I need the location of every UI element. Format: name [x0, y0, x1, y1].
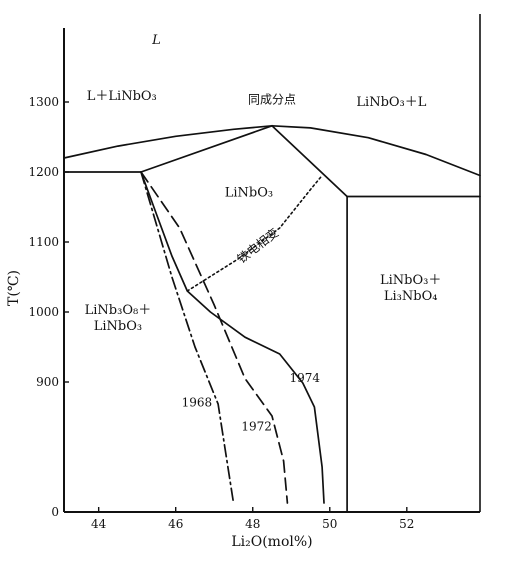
y-tick-label-1200: 1200 — [28, 165, 59, 179]
region-label-0: L — [151, 33, 161, 48]
annotation-1: 铁电相变 — [234, 225, 281, 266]
phase-boundaries — [63, 124, 481, 513]
y-tick-label-1300: 1300 — [28, 95, 59, 109]
curve-boundary-1968 — [140, 171, 235, 504]
curve-ferroelectric — [186, 174, 323, 292]
region-label-1: L＋LiNbO₃ — [87, 89, 157, 104]
x-tick-label-52: 52 — [399, 517, 414, 531]
curve-boundary-1974 — [140, 171, 325, 504]
x-tick-label-46: 46 — [168, 517, 183, 531]
annotation-2: 1974 — [289, 371, 320, 385]
curve-solidus-left — [140, 124, 273, 173]
region-label-5: LiNb₃O₈＋ LiNbO₃ — [85, 303, 152, 334]
region-label-2: LiNbO₃＋L — [356, 95, 426, 110]
annotation-3: 1972 — [241, 420, 272, 434]
x-tick-label-44: 44 — [91, 517, 107, 531]
y-tick-label-1000: 1000 — [28, 305, 59, 319]
y-tick-label-1100: 1100 — [28, 235, 59, 249]
y-tick-label-900: 900 — [36, 375, 59, 389]
region-label-4: LiNbO₃＋ Li₃NbO₄ — [380, 273, 441, 304]
region-label-3: LiNbO₃ — [225, 186, 273, 201]
curve-liquidus — [63, 124, 481, 177]
annotation-4: 1968 — [182, 395, 213, 409]
y-axis-title: T(℃) — [6, 270, 22, 306]
x-tick-label-48: 48 — [245, 517, 260, 531]
y-tick-label-0: 0 — [51, 505, 59, 519]
annotation-0: 同成分点 — [248, 92, 296, 106]
axis-ticks: 44 46 48 50 52 1300 1200 1100 1000 900 0 — [28, 95, 414, 531]
text-labels: L L＋LiNbO₃ LiNbO₃＋L LiNbO₃ LiNbO₃＋ Li₃NbO₄ LiN… — [85, 33, 442, 434]
x-axis-title: Li₂O(mol%) — [231, 534, 312, 550]
curve-boundary-1972 — [140, 171, 289, 504]
x-tick-label-50: 50 — [322, 517, 337, 531]
curve-solidus-right — [271, 124, 348, 198]
plot-frame — [63, 14, 481, 513]
